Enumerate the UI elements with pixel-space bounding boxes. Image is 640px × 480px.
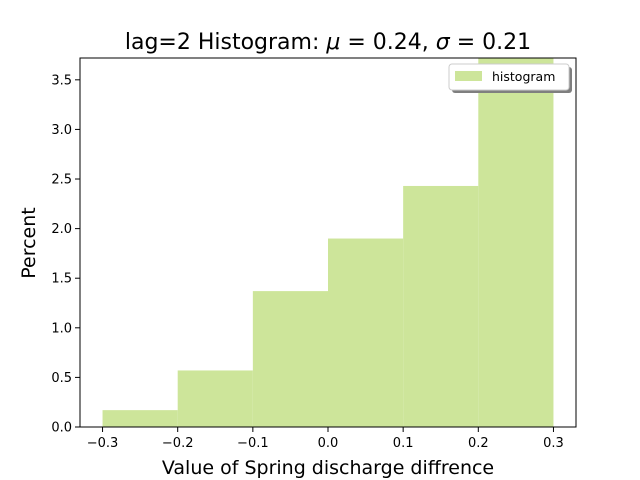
y-tick-label-6: 3.0	[51, 123, 72, 138]
x-tick-label-2: −0.1	[237, 436, 269, 451]
legend-swatch	[455, 71, 482, 81]
y-axis: 0.0 0.5 1.0 1.5 2.0 2.5 3.0 3.5	[51, 73, 80, 436]
y-tick-label-4: 2.0	[51, 222, 72, 237]
x-axis: −0.3 −0.2 −0.1 0.0 0.1 0.2 0.3	[87, 427, 564, 451]
y-axis-label: Percent	[18, 207, 40, 279]
histogram-bar-1	[102, 410, 178, 427]
y-tick-label-7: 3.5	[51, 73, 72, 88]
chart-title: lag=2 Histogram: μ = 0.24, σ = 0.21	[125, 30, 531, 55]
legend-box	[448, 63, 570, 91]
x-tick-label-3: 0.0	[318, 436, 339, 451]
x-tick-label-1: −0.2	[162, 436, 194, 451]
histogram-bar-3	[252, 291, 328, 427]
legend: histogram	[448, 63, 572, 93]
x-tick-label-5: 0.2	[468, 436, 489, 451]
histogram-bar-5	[403, 185, 479, 427]
y-tick-label-1: 0.5	[51, 371, 72, 386]
histogram-bar-4	[328, 238, 404, 427]
histogram-bar-6	[478, 58, 554, 427]
x-tick-label-4: 0.1	[393, 436, 414, 451]
legend-label: histogram	[492, 69, 555, 84]
histogram-bar-2	[177, 370, 253, 427]
y-tick-label-3: 1.5	[51, 272, 72, 287]
y-tick-label-0: 0.0	[51, 421, 72, 436]
x-tick-label-0: −0.3	[87, 436, 119, 451]
y-tick-label-2: 1.0	[51, 321, 72, 336]
x-axis-label: Value of Spring discharge diffrence	[162, 457, 494, 479]
y-tick-label-5: 2.5	[51, 173, 72, 188]
histogram-bars	[102, 58, 554, 427]
x-tick-label-6: 0.3	[543, 436, 564, 451]
